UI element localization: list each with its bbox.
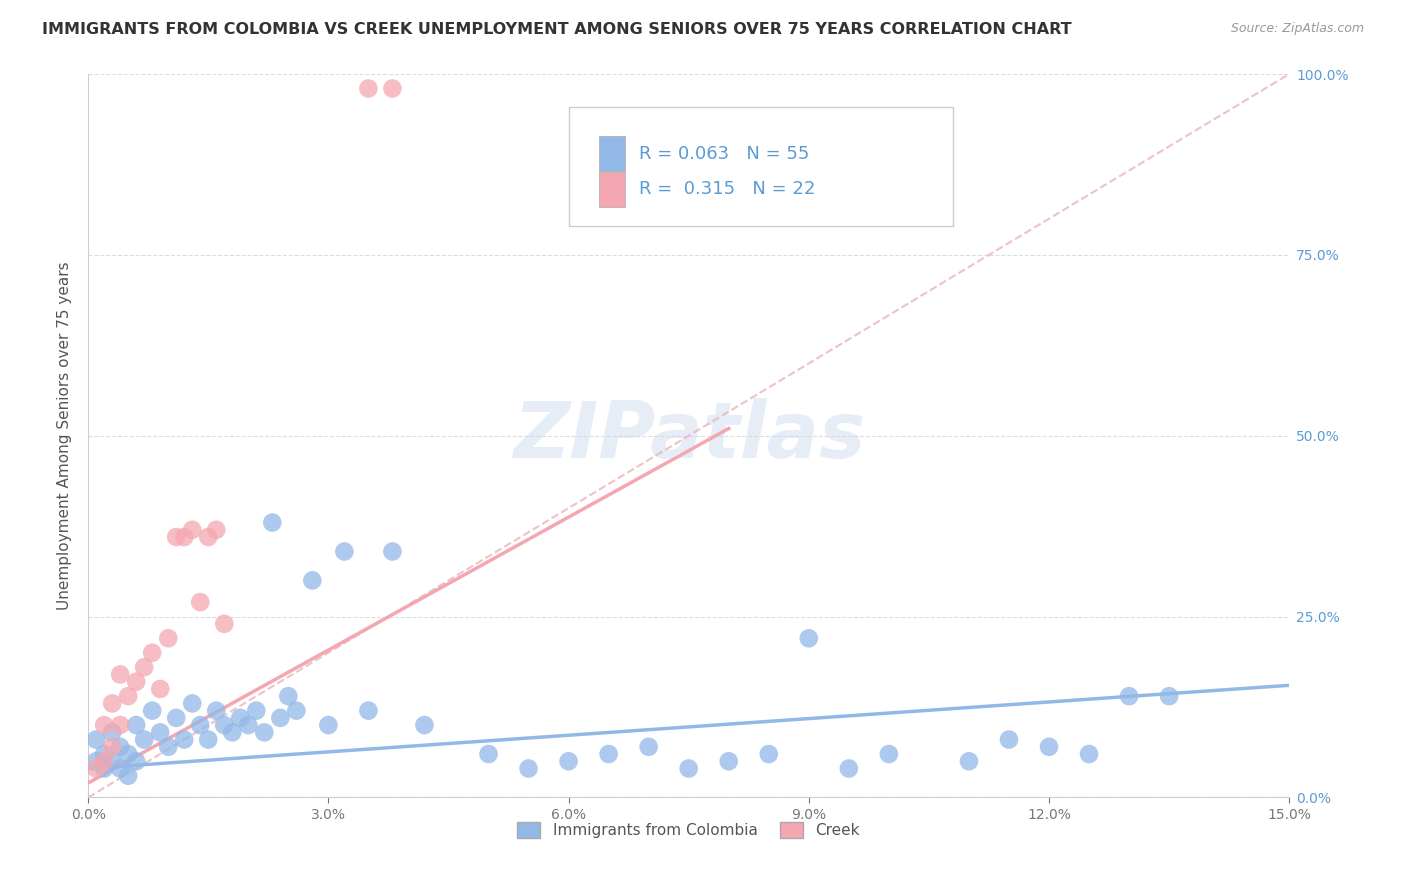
Point bbox=[108, 739, 131, 754]
Text: Source: ZipAtlas.com: Source: ZipAtlas.com bbox=[1230, 22, 1364, 36]
Text: ZIPatlas: ZIPatlas bbox=[513, 398, 865, 474]
Point bbox=[101, 739, 124, 754]
Point bbox=[165, 530, 187, 544]
Point bbox=[84, 762, 107, 776]
Point bbox=[717, 754, 740, 768]
Point bbox=[205, 523, 228, 537]
Point bbox=[333, 544, 356, 558]
Point bbox=[877, 747, 900, 761]
Legend: Immigrants from Colombia, Creek: Immigrants from Colombia, Creek bbox=[512, 816, 866, 844]
Point bbox=[149, 725, 172, 739]
Point bbox=[357, 81, 380, 95]
Point bbox=[181, 697, 204, 711]
Point bbox=[93, 762, 115, 776]
Point bbox=[1159, 689, 1181, 703]
Point bbox=[413, 718, 436, 732]
Point bbox=[245, 704, 267, 718]
Point bbox=[998, 732, 1021, 747]
Point bbox=[188, 595, 211, 609]
FancyBboxPatch shape bbox=[599, 136, 626, 171]
Point bbox=[101, 725, 124, 739]
Point bbox=[1078, 747, 1101, 761]
Point bbox=[149, 681, 172, 696]
Point bbox=[477, 747, 499, 761]
Point bbox=[117, 689, 139, 703]
Point bbox=[214, 718, 236, 732]
Point bbox=[93, 718, 115, 732]
Point bbox=[157, 739, 180, 754]
Point bbox=[277, 689, 299, 703]
Point bbox=[101, 754, 124, 768]
Point bbox=[117, 747, 139, 761]
Point bbox=[197, 732, 219, 747]
Point bbox=[1038, 739, 1060, 754]
Point bbox=[285, 704, 308, 718]
Point bbox=[557, 754, 579, 768]
Point bbox=[125, 718, 148, 732]
Text: IMMIGRANTS FROM COLOMBIA VS CREEK UNEMPLOYMENT AMONG SENIORS OVER 75 YEARS CORRE: IMMIGRANTS FROM COLOMBIA VS CREEK UNEMPL… bbox=[42, 22, 1071, 37]
Point bbox=[134, 732, 156, 747]
Point bbox=[197, 530, 219, 544]
Point bbox=[381, 544, 404, 558]
Point bbox=[797, 632, 820, 646]
Point bbox=[269, 711, 291, 725]
Point bbox=[301, 574, 323, 588]
FancyBboxPatch shape bbox=[599, 172, 626, 207]
Point bbox=[262, 516, 284, 530]
Point bbox=[173, 530, 195, 544]
Point bbox=[598, 747, 620, 761]
Point bbox=[134, 660, 156, 674]
Point bbox=[108, 762, 131, 776]
Point bbox=[357, 704, 380, 718]
Point bbox=[229, 711, 252, 725]
Point bbox=[93, 754, 115, 768]
Point bbox=[381, 81, 404, 95]
Point bbox=[173, 732, 195, 747]
Point bbox=[181, 523, 204, 537]
Point bbox=[1118, 689, 1140, 703]
Point bbox=[318, 718, 340, 732]
Point bbox=[221, 725, 243, 739]
Point bbox=[141, 704, 163, 718]
Point bbox=[117, 769, 139, 783]
Point bbox=[205, 704, 228, 718]
Point bbox=[165, 711, 187, 725]
Point bbox=[108, 718, 131, 732]
Point bbox=[838, 762, 860, 776]
Point bbox=[957, 754, 980, 768]
Point bbox=[108, 667, 131, 681]
Point bbox=[84, 732, 107, 747]
Y-axis label: Unemployment Among Seniors over 75 years: Unemployment Among Seniors over 75 years bbox=[58, 261, 72, 610]
Point bbox=[758, 747, 780, 761]
Point bbox=[678, 762, 700, 776]
Point bbox=[125, 674, 148, 689]
Point bbox=[141, 646, 163, 660]
Point bbox=[238, 718, 260, 732]
Point bbox=[253, 725, 276, 739]
Point bbox=[214, 616, 236, 631]
Point bbox=[157, 632, 180, 646]
FancyBboxPatch shape bbox=[568, 106, 953, 226]
Point bbox=[188, 718, 211, 732]
Point bbox=[517, 762, 540, 776]
Point bbox=[101, 697, 124, 711]
Point bbox=[637, 739, 659, 754]
Text: R =  0.315   N = 22: R = 0.315 N = 22 bbox=[640, 180, 815, 198]
Point bbox=[125, 754, 148, 768]
Point bbox=[93, 747, 115, 761]
Text: R = 0.063   N = 55: R = 0.063 N = 55 bbox=[640, 145, 810, 162]
Point bbox=[84, 754, 107, 768]
